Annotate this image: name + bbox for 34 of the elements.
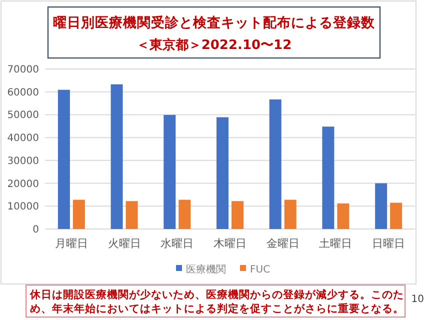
y-tick-label: 40000 bbox=[7, 133, 39, 144]
bar bbox=[390, 202, 402, 229]
y-tick-label: 20000 bbox=[7, 178, 39, 190]
bar bbox=[126, 201, 138, 229]
y-tick-label: 70000 bbox=[7, 64, 39, 76]
y-tick-label: 60000 bbox=[7, 87, 39, 98]
x-tick-label: 水曜日 bbox=[160, 237, 194, 250]
chart-title: 曜日別医療機関受診と検査キット配布による登録数 bbox=[53, 14, 376, 31]
bar bbox=[375, 183, 388, 229]
bar bbox=[178, 200, 191, 229]
legend-label: 医療機関 bbox=[186, 264, 226, 276]
x-tick-label: 日曜日 bbox=[372, 237, 406, 250]
bar bbox=[72, 200, 85, 229]
text: 10 bbox=[411, 294, 424, 305]
bar bbox=[232, 201, 244, 229]
bar bbox=[58, 90, 70, 229]
y-tick-label: 50000 bbox=[7, 110, 39, 122]
x-tick-label: 土曜日 bbox=[319, 237, 352, 250]
x-tick-label: 火曜日 bbox=[108, 237, 141, 250]
bar bbox=[110, 84, 123, 229]
x-tick-label: 月曜日 bbox=[54, 237, 88, 250]
bar bbox=[322, 126, 334, 229]
bar bbox=[269, 99, 282, 229]
bar bbox=[216, 117, 228, 229]
y-tick-label: 0 bbox=[32, 224, 39, 236]
chart-subtitle: ＜東京都＞2022.10〜12 bbox=[136, 37, 292, 53]
bar bbox=[337, 203, 350, 229]
x-tick-label: 金曜日 bbox=[266, 237, 300, 250]
y-tick-label: 10000 bbox=[7, 202, 39, 213]
bar bbox=[164, 114, 176, 229]
legend-label: FUC bbox=[250, 264, 270, 276]
y-tick-label: 30000 bbox=[7, 156, 39, 167]
x-tick-label: 木曜日 bbox=[214, 237, 246, 250]
bar bbox=[284, 200, 296, 229]
